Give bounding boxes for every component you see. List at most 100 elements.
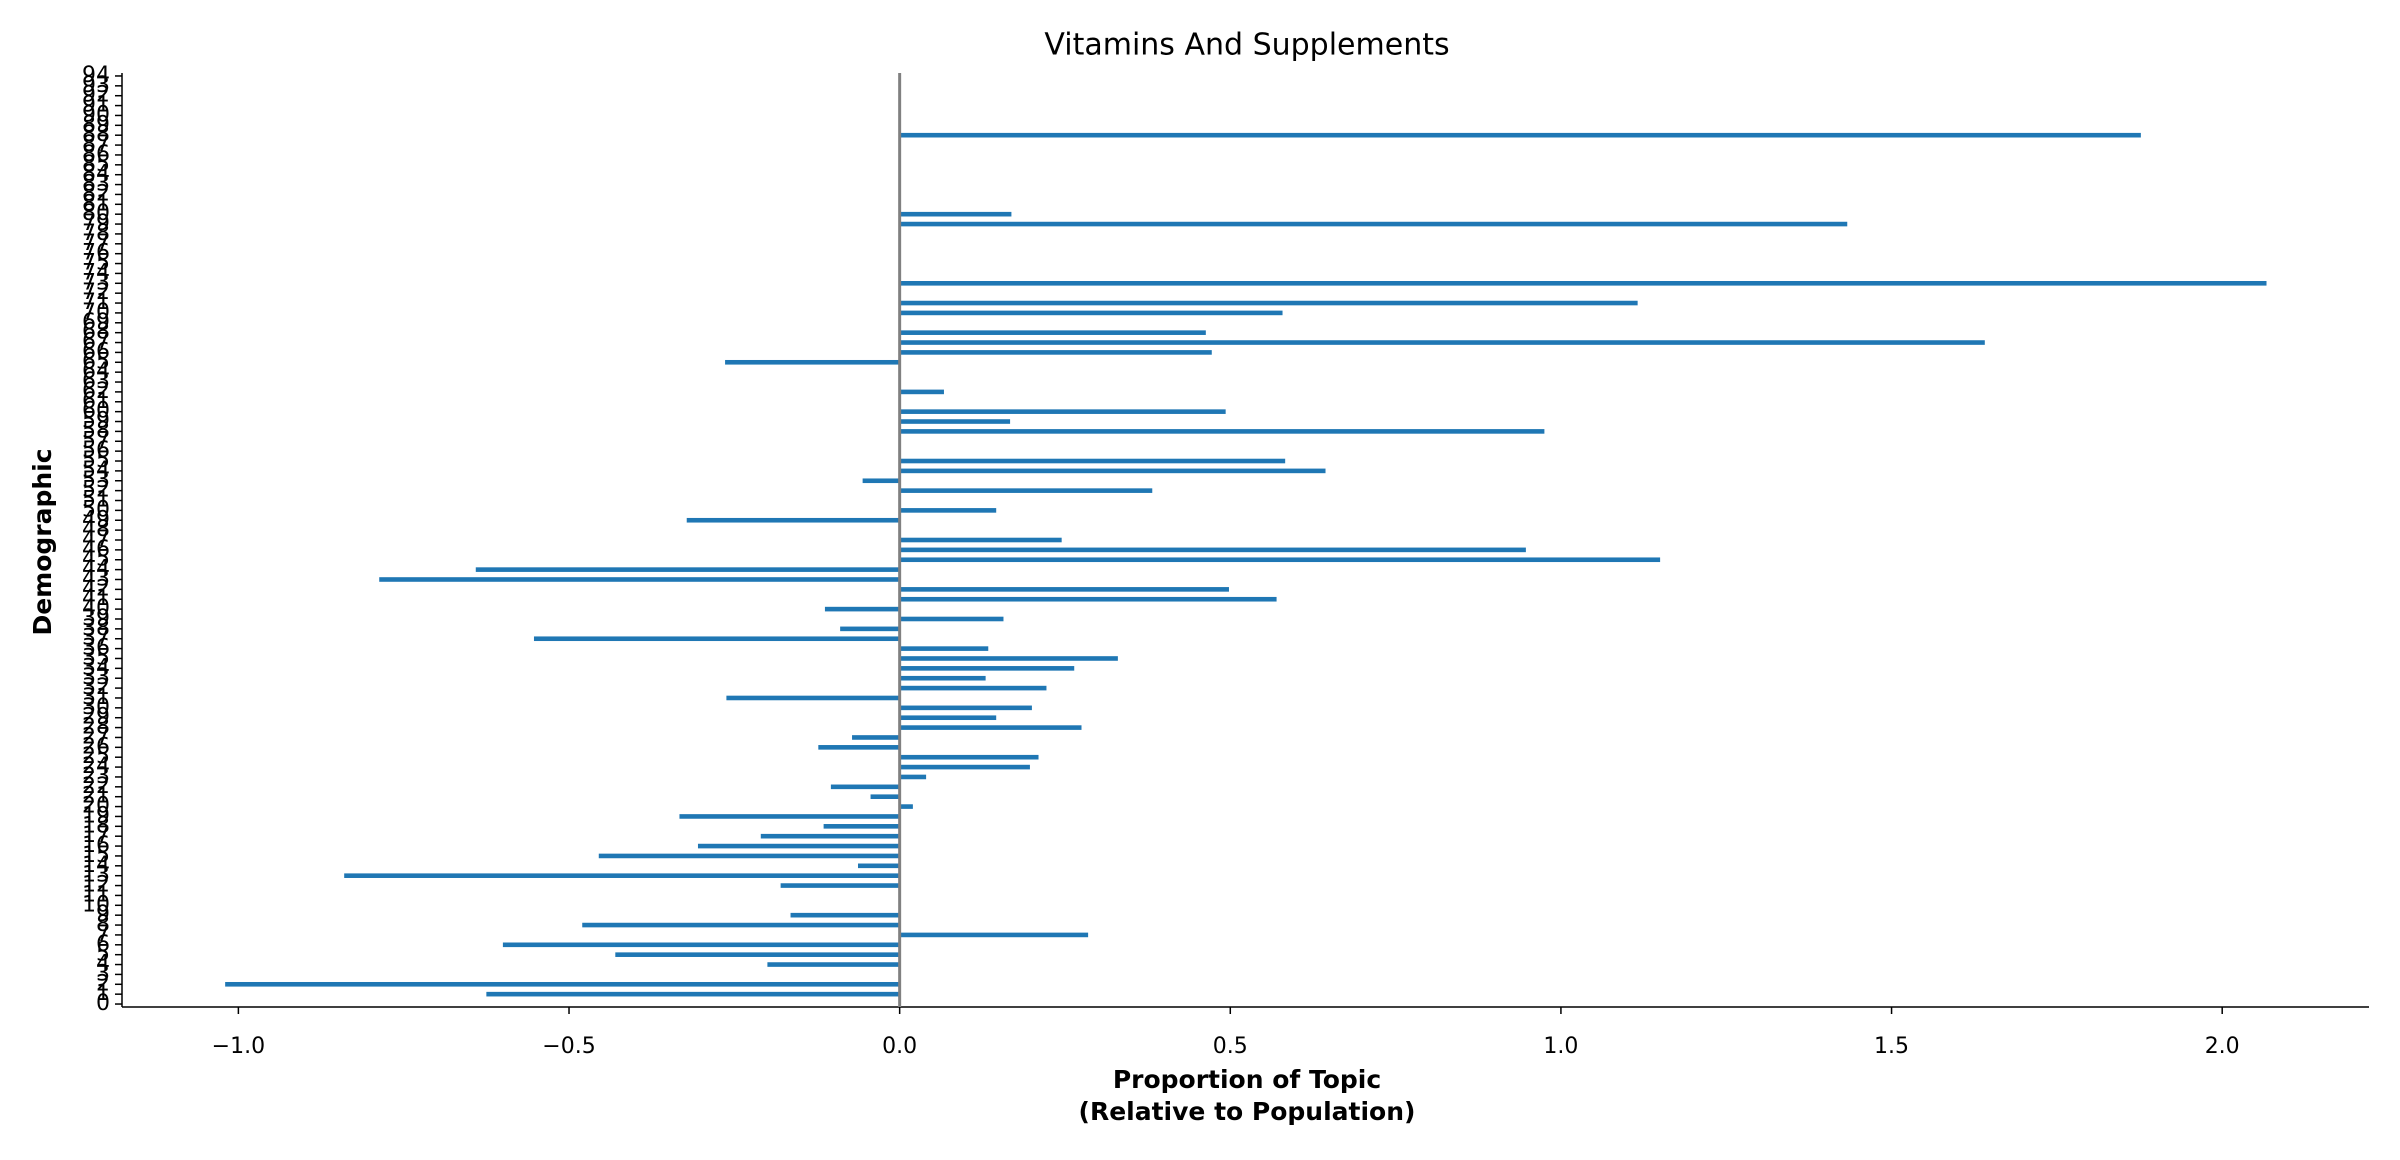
y-tick-label: 77: [82, 231, 110, 256]
y-tick-label: 36: [82, 636, 110, 661]
y-tick-label: 14: [82, 853, 110, 878]
bar: [899, 488, 1153, 493]
y-tick-label: 76: [82, 241, 110, 266]
bar: [686, 517, 900, 523]
y-tick-label: 30: [82, 695, 110, 720]
y-tick-label: 58: [82, 418, 110, 443]
y-tick-label: 57: [82, 428, 110, 453]
bar: [899, 211, 1012, 217]
y-tick-label: 27: [82, 724, 110, 749]
bar: [899, 587, 1229, 592]
y-tick-label: 31: [82, 685, 110, 710]
y-tick-label: 10: [82, 892, 110, 917]
bar: [225, 981, 900, 987]
bar: [899, 389, 944, 395]
bar: [679, 814, 900, 819]
y-tick-label: 73: [82, 270, 110, 295]
y-tick-label: 38: [82, 616, 110, 641]
bar: [899, 468, 1326, 474]
y-tick-label: 20: [82, 794, 110, 819]
x-tick-label: 2.0: [2205, 1034, 2240, 1059]
y-tick-label: 6: [96, 932, 110, 957]
bar: [615, 952, 900, 957]
y-tick-label: 34: [82, 655, 110, 680]
y-tick-label: 85: [82, 152, 110, 177]
y-tick-label: 41: [82, 586, 110, 611]
bar: [899, 725, 1082, 730]
y-tick-label: 8: [96, 912, 110, 937]
bar: [852, 735, 900, 740]
y-tick-label: 68: [82, 320, 110, 345]
y-tick-label: 54: [82, 458, 110, 483]
y-tick-label: 49: [82, 507, 110, 532]
y-tick-label: 11: [82, 882, 110, 907]
bar: [379, 577, 900, 582]
bar: [760, 833, 900, 839]
bar: [598, 853, 900, 859]
bar: [840, 626, 900, 632]
y-tick-label: 67: [82, 330, 110, 355]
y-tick-label: 78: [82, 221, 110, 246]
y-tick-label: 48: [82, 517, 110, 542]
bar: [899, 340, 1985, 345]
y-tick-label: 12: [82, 873, 110, 898]
bar: [899, 419, 1011, 424]
y-tick-label: 15: [82, 843, 110, 868]
bar: [767, 962, 900, 967]
bar: [725, 359, 900, 365]
bar: [899, 685, 1047, 691]
bar: [857, 863, 900, 869]
y-tick-label: 87: [82, 132, 110, 157]
y-tick-label: 59: [82, 409, 110, 434]
y-tick-label: 42: [82, 576, 110, 601]
bar: [899, 280, 2267, 286]
bar: [899, 774, 927, 780]
bar: [899, 804, 913, 809]
y-tick-label: 61: [82, 389, 110, 414]
bar: [899, 310, 1283, 316]
y-tick-label: 93: [82, 73, 110, 98]
bar: [899, 409, 1226, 414]
y-tick-label: 23: [82, 764, 110, 789]
bar: [582, 922, 900, 928]
y-tick-label: 39: [82, 606, 110, 631]
y-tick-label: 80: [82, 201, 110, 226]
bar: [823, 824, 900, 829]
y-tick-label: 89: [82, 112, 110, 137]
bar: [862, 478, 900, 484]
y-tick-label: 9: [96, 902, 110, 927]
bar: [899, 300, 1638, 306]
bar: [870, 794, 900, 800]
y-tick-label: 29: [82, 705, 110, 730]
y-tick-label: 81: [82, 191, 110, 216]
bar: [726, 695, 900, 701]
bar: [697, 843, 900, 849]
y-tick-label: 88: [82, 122, 110, 147]
y-tick-label: 53: [82, 468, 110, 493]
y-tick-label: 69: [82, 310, 110, 335]
bar: [899, 557, 1661, 563]
bar: [899, 330, 1206, 335]
y-tick-label: 75: [82, 251, 110, 276]
y-tick-label: 90: [82, 102, 110, 127]
y-tick-label: 70: [82, 300, 110, 325]
x-tick-label: −1.0: [212, 1034, 265, 1059]
bar: [475, 567, 900, 572]
y-tick-label: 56: [82, 438, 110, 463]
bar: [899, 429, 1545, 434]
y-tick-label: 74: [82, 260, 110, 285]
bar: [899, 715, 997, 721]
y-tick-label: 28: [82, 715, 110, 740]
x-tick-label: −0.5: [542, 1034, 595, 1059]
bar: [899, 458, 1286, 464]
y-tick-label: 43: [82, 566, 110, 591]
y-tick-label: 17: [82, 823, 110, 848]
bar: [899, 132, 2141, 138]
bar: [344, 873, 900, 878]
chart-title: Vitamins And Supplements: [1044, 28, 1449, 63]
bar: [899, 646, 989, 651]
bar: [502, 942, 900, 948]
y-tick-label: 82: [82, 181, 110, 206]
y-tick-label: 84: [82, 162, 110, 187]
bar: [899, 675, 986, 681]
